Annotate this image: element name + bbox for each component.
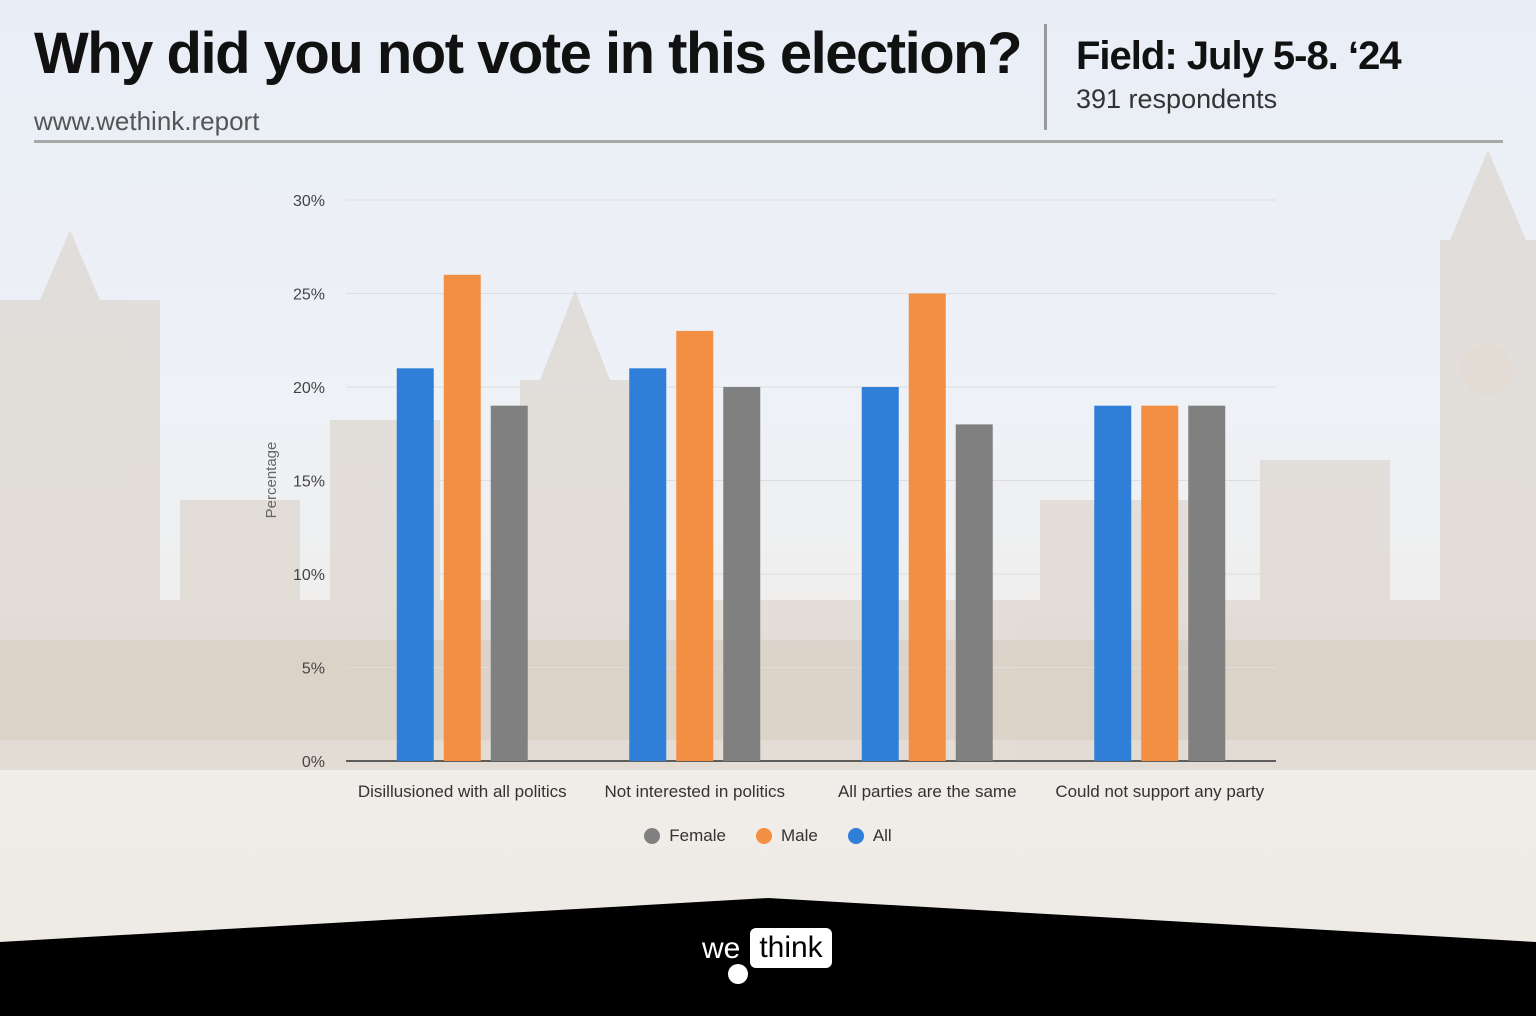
chart-legend: Female Male All	[0, 826, 1536, 846]
respondent-count: 391 respondents	[1076, 84, 1278, 114]
legend-item-male[interactable]: Male	[755, 826, 818, 846]
bar-male[interactable]	[1141, 405, 1179, 761]
x-axis-categories: Disillusioned with all politics Not inter…	[358, 782, 1265, 801]
legend-label-all: All	[872, 826, 892, 845]
y-tick-label: 0%	[302, 754, 325, 771]
logo-we-text: we	[702, 932, 741, 965]
legend-label-female: Female	[669, 826, 726, 845]
logo-think-text: think	[759, 931, 823, 964]
chart-bars	[396, 274, 1226, 762]
legend-swatch-all	[847, 828, 864, 844]
bar-female[interactable]	[1188, 405, 1226, 761]
bar-all[interactable]	[396, 368, 434, 761]
bar-male[interactable]	[443, 274, 481, 761]
y-tick-label: 20%	[293, 380, 325, 397]
bar-all[interactable]	[861, 387, 899, 761]
header-horizontal-divider	[34, 140, 1503, 143]
x-category-label: Not interested in politics	[605, 782, 785, 801]
legend-item-female[interactable]: Female	[644, 826, 726, 846]
bar-female[interactable]	[955, 424, 993, 761]
site-url: www.wethink.report	[34, 106, 260, 136]
bar-female[interactable]	[723, 387, 761, 761]
y-tick-label: 10%	[293, 567, 325, 584]
y-axis-label: Percentage	[263, 442, 280, 519]
bar-all[interactable]	[629, 368, 667, 761]
logo-dot	[728, 964, 748, 984]
x-category-label: All parties are the same	[838, 782, 1017, 801]
legend-swatch-male	[755, 828, 772, 844]
x-category-label: Disillusioned with all politics	[358, 782, 567, 801]
wethink-logo: we think	[702, 928, 834, 988]
y-axis-ticks: 0% 5% 10% 15% 20% 25% 30%	[293, 193, 325, 771]
bar-male[interactable]	[908, 293, 946, 762]
page-title: Why did you not vote in this election?	[34, 21, 1023, 86]
bar-all[interactable]	[1094, 405, 1132, 761]
legend-swatch-female	[644, 828, 661, 844]
bar-male[interactable]	[676, 330, 714, 761]
field-dates: Field: July 5-8. ‘24	[1076, 34, 1402, 78]
legend-label-male: Male	[780, 826, 818, 845]
y-tick-label: 30%	[293, 193, 325, 210]
bar-female[interactable]	[490, 405, 528, 761]
x-category-label: Could not support any party	[1055, 782, 1264, 801]
chart-gridlines	[346, 199, 1276, 762]
legend-item-all[interactable]: All	[847, 826, 892, 846]
y-tick-label: 15%	[293, 474, 325, 491]
logo-think-box: think	[750, 928, 832, 968]
header-vertical-divider	[1044, 24, 1047, 130]
y-tick-label: 5%	[302, 661, 325, 678]
y-tick-label: 25%	[293, 287, 325, 304]
